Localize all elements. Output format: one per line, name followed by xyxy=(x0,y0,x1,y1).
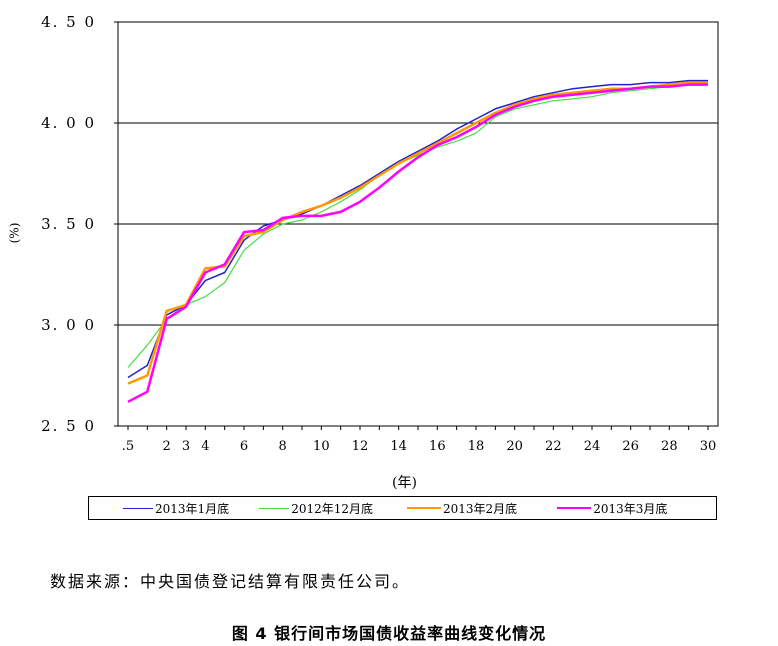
series-line-3 xyxy=(127,81,708,385)
legend-item-3: 2013年2月底 xyxy=(407,500,517,517)
figure-caption: 图 4 银行间市场国债收益率曲线变化情况 xyxy=(231,624,547,643)
y-tick-label: 4. 0 0 xyxy=(41,114,96,132)
y-tick-label: 2. 5 0 xyxy=(41,417,96,435)
legend-label-2: 2012年12月底 xyxy=(291,501,373,516)
x-tick-label: 30 xyxy=(700,439,717,454)
legend-swatch-2 xyxy=(259,507,290,509)
x-tick-label: 12 xyxy=(352,439,369,454)
x-tick-label: 16 xyxy=(429,439,446,454)
y-tick-label: 3. 0 0 xyxy=(41,316,96,334)
x-tick-label: 3 xyxy=(182,439,190,454)
x-tick-label: 26 xyxy=(622,439,639,454)
x-tick-label: 22 xyxy=(545,439,562,454)
data-source-note: 数据来源：中央国债登记结算有限责任公司。 xyxy=(50,572,411,591)
x-tick-label: 14 xyxy=(390,439,407,454)
x-axis-label: (年) xyxy=(392,475,417,491)
legend-item-4: 2013年3月底 xyxy=(557,500,667,517)
x-tick-label: 24 xyxy=(584,439,601,454)
series-line-1 xyxy=(127,79,708,379)
y-tick-label: 4. 5 0 xyxy=(41,13,96,31)
x-tick-label: 2 xyxy=(163,439,171,454)
x-tick-label: 4 xyxy=(201,439,209,454)
y-tick-label: 3. 5 0 xyxy=(41,215,96,233)
legend-label-4: 2013年3月底 xyxy=(593,501,668,516)
y-tick-labels: 2. 5 0 3. 0 0 3. 5 0 4. 0 0 4. 5 0 xyxy=(41,13,118,435)
series-line-4 xyxy=(127,83,708,403)
y-axis-label: (%) xyxy=(7,222,22,244)
x-tick-label: .5 xyxy=(122,439,134,454)
x-tick-label: 6 xyxy=(240,439,248,454)
x-tick-label: 18 xyxy=(468,439,485,454)
legend: 2013年1月底 2012年12月底 2013年2月底 2013年3月底 xyxy=(88,496,717,520)
x-tick-label: 20 xyxy=(506,439,523,454)
x-tick-label: 28 xyxy=(661,439,678,454)
x-tick-labels: .5 2 3 4 6 8 10 12 14 16 18 20 22 24 26 28 30 xyxy=(122,426,716,454)
legend-item-1: 2013年1月底 xyxy=(123,500,229,517)
series-lines xyxy=(127,79,709,403)
legend-label-1: 2013年1月底 xyxy=(155,501,230,516)
gridlines xyxy=(118,122,718,326)
legend-swatch-3 xyxy=(407,507,441,509)
legend-swatch-1 xyxy=(123,507,153,509)
series-line-2 xyxy=(127,82,709,368)
x-tick-label: 8 xyxy=(279,439,287,454)
legend-item-2: 2012年12月底 xyxy=(259,500,373,517)
legend-label-3: 2013年2月底 xyxy=(443,501,518,516)
x-tick-label: 10 xyxy=(313,439,330,454)
legend-swatch-4 xyxy=(557,507,592,509)
